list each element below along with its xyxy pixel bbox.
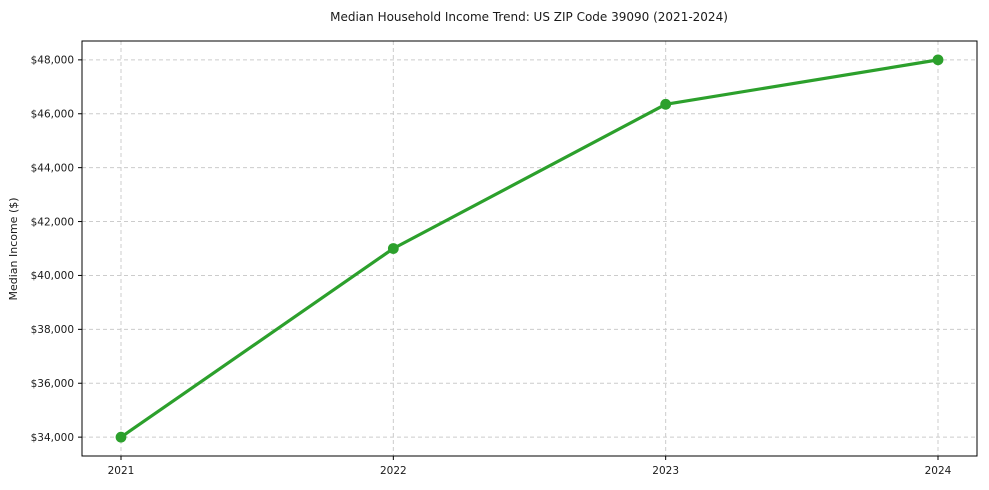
y-tick-label: $46,000 — [31, 109, 74, 121]
x-tick-label: 2021 — [108, 465, 135, 477]
data-point — [387, 243, 399, 254]
x-tick-label: 2023 — [652, 465, 679, 477]
chart-title: Median Household Income Trend: US ZIP Co… — [330, 10, 728, 24]
data-point — [932, 54, 944, 66]
y-tick-label: $38,000 — [31, 324, 74, 336]
data-point — [115, 431, 127, 443]
y-tick-label: $48,000 — [31, 55, 74, 67]
data-point — [660, 98, 672, 110]
axis-layer: $34,000 $36,000 $38,000 $40,000 $42,000 $44,0… — [31, 40, 978, 477]
x-tick-label: 2022 — [380, 465, 407, 477]
grid-layer — [82, 41, 977, 456]
y-axis-label: Median Income ($) — [7, 197, 20, 300]
y-tick-label: $42,000 — [31, 216, 74, 228]
y-tick-label: $44,000 — [31, 162, 74, 174]
series-line — [119, 58, 940, 439]
plot-border — [81, 40, 978, 457]
y-tick-label: $40,000 — [31, 270, 74, 282]
series-layer — [115, 54, 944, 443]
y-tick-label: $34,000 — [31, 432, 74, 444]
y-tick-label: $36,000 — [31, 378, 74, 390]
x-tick-label: 2024 — [925, 465, 952, 477]
